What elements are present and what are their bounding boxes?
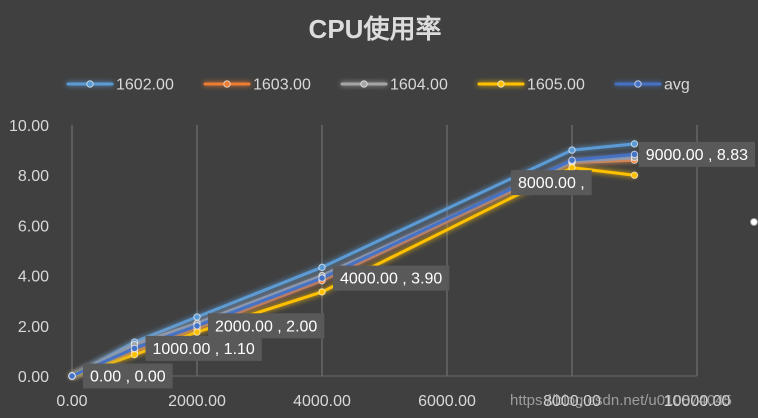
series-line-1605-00 [70, 166, 636, 378]
data-point-1602-00 [193, 313, 201, 321]
series-line-1602-00 [70, 142, 636, 378]
x-tick-label: 2000.00 [168, 393, 226, 410]
legend-marker [86, 80, 94, 88]
legend-marker [634, 80, 642, 88]
y-tick-label: 10.00 [9, 118, 49, 135]
legend-item-1603-00: 1603.00 [203, 77, 311, 94]
watermark-text: https://blog.csdn.net/u010874045 [510, 392, 732, 409]
data-label-box [83, 363, 173, 389]
data-label: 1000.00 , 1.10 [145, 335, 262, 361]
y-tick-label: 4.00 [18, 269, 49, 286]
legend-marker [360, 80, 368, 88]
data-point-avg [630, 150, 639, 159]
legend-label: 1602.00 [116, 77, 174, 94]
legend-marker [497, 80, 505, 88]
legend-item-avg: avg [614, 77, 690, 94]
data-label: 4000.00 , 3.90 [333, 265, 450, 291]
legend-item-1605-00: 1605.00 [477, 77, 585, 94]
chart-title: CPU使用率 [309, 14, 442, 44]
data-label-text: 4000.00 , 3.90 [340, 271, 442, 288]
y-tick-label: 0.00 [18, 369, 49, 386]
legend-label: 1603.00 [253, 77, 311, 94]
series-lines [70, 142, 636, 378]
y-tick-label: 2.00 [18, 319, 49, 336]
legend-item-1602-00: 1602.00 [66, 77, 174, 94]
data-label: 8000.00 , [511, 170, 592, 196]
data-point-avg [568, 156, 576, 164]
data-point-1605-00 [193, 328, 201, 336]
chart-resize-handle[interactable] [750, 218, 758, 226]
data-point-avg [68, 372, 76, 380]
series-line-avg [70, 152, 636, 378]
x-tick-label: 0.00 [56, 393, 87, 410]
data-label-box [333, 265, 450, 291]
data-point-1602-00 [568, 146, 576, 154]
data-point-avg [193, 322, 201, 330]
legend-marker [223, 80, 231, 88]
data-point-1602-00 [318, 263, 326, 272]
data-point-1605-00 [568, 163, 576, 172]
data-label-text: 8000.00 , [518, 175, 585, 192]
x-tick-label: 8000.00 [543, 393, 601, 410]
data-label-box [208, 313, 325, 339]
legend-label: 1604.00 [390, 77, 448, 94]
data-point-1605-00 [630, 171, 639, 179]
data-point-avg [318, 274, 326, 282]
data-point-1605-00 [130, 350, 139, 359]
x-tick-label: 10000.00 [664, 393, 731, 410]
data-labels: 0.00 , 0.00 1000.00 , 1.10 2000.00 , 2.00 4… [83, 141, 755, 389]
data-label-box [145, 335, 262, 361]
data-label-text: 9000.00 , 8.83 [646, 147, 748, 164]
data-label: 0.00 , 0.00 [83, 363, 173, 389]
series-line-1604-00 [70, 156, 636, 378]
data-label-box [638, 141, 755, 167]
gridlines [71, 125, 698, 377]
data-label-text: 1000.00 , 1.10 [153, 341, 255, 358]
data-label-text: 2000.00 , 2.00 [215, 318, 317, 335]
data-point-1605-00 [318, 288, 326, 296]
data-label-text: 0.00 , 0.00 [90, 369, 166, 386]
y-tick-label: 6.00 [18, 218, 49, 235]
legend-label: avg [664, 77, 690, 94]
legend: 1602.00 1603.00 1604.00 1605.00 avg [66, 77, 690, 94]
axis-tick-labels: 0.00 2000.00 4000.00 6000.00 8000.00 10000.00… [9, 118, 731, 410]
data-label: 9000.00 , 8.83 [638, 141, 755, 167]
x-tick-label: 6000.00 [418, 393, 476, 410]
data-label-box [511, 170, 592, 196]
x-tick-label: 4000.00 [293, 393, 351, 410]
data-point-avg [130, 344, 139, 353]
data-label: 2000.00 , 2.00 [208, 313, 325, 339]
data-point-1602-00 [630, 140, 639, 148]
legend-label: 1605.00 [527, 77, 585, 94]
y-tick-label: 8.00 [18, 168, 49, 185]
legend-item-1604-00: 1604.00 [340, 77, 448, 94]
data-points [68, 140, 639, 380]
